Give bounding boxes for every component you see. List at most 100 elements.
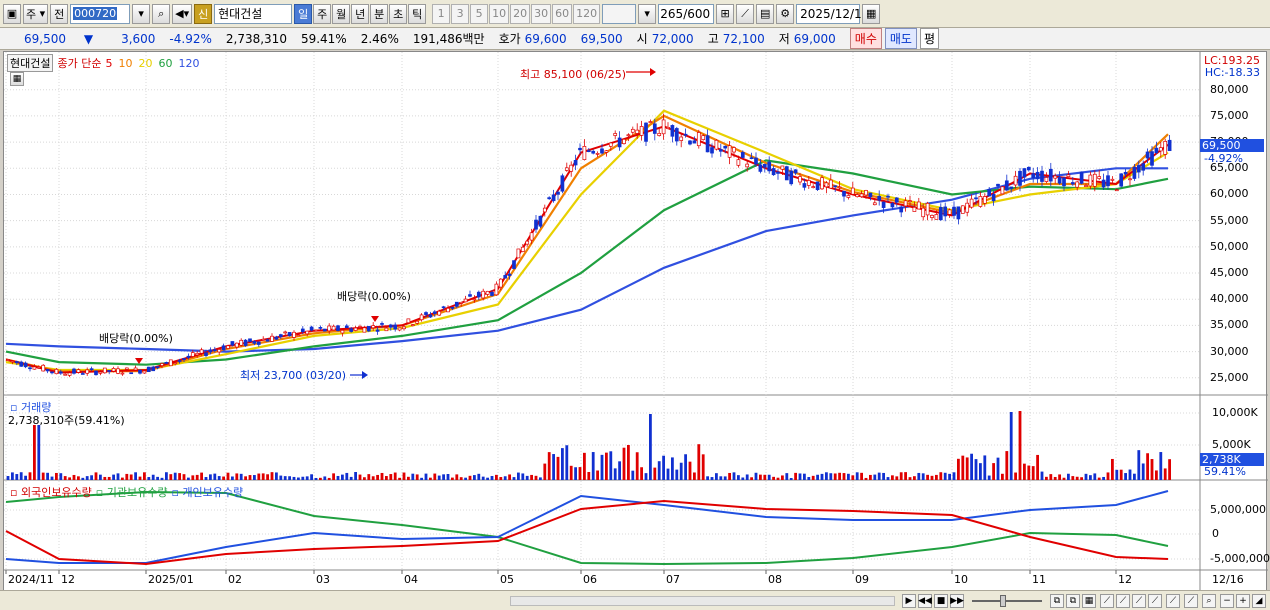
volume-bar: [957, 458, 960, 480]
legend-stock-name[interactable]: 현대건설: [7, 54, 54, 72]
candle-body: [767, 161, 772, 172]
x-axis-label: 09: [855, 573, 869, 586]
volume-bar: [1115, 469, 1119, 480]
period-tab-2[interactable]: 월: [332, 3, 351, 24]
legend-ma-60[interactable]: 60: [158, 56, 173, 70]
volume-bar: [68, 477, 71, 480]
price-tick-label: 55,000: [1210, 213, 1249, 227]
volume-bar: [209, 474, 212, 480]
period-tab-1[interactable]: 주: [313, 3, 332, 24]
fit-icon[interactable]: ◢: [1252, 594, 1266, 608]
save-icon[interactable]: ▤: [756, 3, 775, 24]
zoom-out-icon[interactable]: −: [1220, 594, 1234, 608]
view-icon-3[interactable]: ▦: [1082, 594, 1096, 608]
scroll-track[interactable]: [510, 596, 895, 606]
code-dropdown-icon[interactable]: ▾: [132, 3, 151, 24]
tick-toggle-icon[interactable]: ⊞: [716, 3, 735, 24]
stop-icon[interactable]: ■: [934, 594, 948, 608]
candle-body: [987, 188, 992, 197]
buy-button[interactable]: 매수: [849, 28, 882, 49]
draw-icon-4[interactable]: ⟋: [1148, 594, 1162, 608]
fast-forward-icon[interactable]: ▶▶: [950, 594, 964, 608]
volume-bar: [173, 472, 177, 480]
sell-button[interactable]: 매도: [884, 28, 917, 49]
interval-button-5[interactable]: 5: [470, 3, 489, 24]
interval-custom-input[interactable]: [602, 3, 637, 24]
stock-code-input[interactable]: 000720: [70, 3, 131, 24]
candle-body: [85, 369, 90, 374]
draw-icon-2[interactable]: ⟋: [1116, 594, 1130, 608]
chart-menu-icon[interactable]: ▣: [3, 3, 21, 24]
legend-ma-10[interactable]: 10: [118, 56, 133, 70]
volume-bar: [631, 470, 635, 480]
draw-icon-6[interactable]: ⟋: [1184, 594, 1198, 608]
volume-bar: [490, 476, 494, 480]
view-icon-1[interactable]: ⧉: [1050, 594, 1064, 608]
settings-icon[interactable]: ⚙: [776, 3, 795, 24]
period-tab-5[interactable]: 초: [389, 3, 408, 24]
candle-body: [736, 159, 741, 166]
draw-tool-icon[interactable]: ⟋: [736, 3, 755, 24]
legend-ma-20[interactable]: 20: [138, 56, 153, 70]
draw-icon-3[interactable]: ⟋: [1132, 594, 1146, 608]
draw-icon-1[interactable]: ⟋: [1100, 594, 1114, 608]
volume-bar: [750, 477, 753, 480]
zoom-in-icon[interactable]: +: [1236, 594, 1250, 608]
price-tick-label: 25,000: [1210, 370, 1249, 384]
stock-name-field[interactable]: 현대건설: [214, 3, 293, 24]
interval-button-10[interactable]: 10: [489, 3, 510, 24]
candle-body: [208, 349, 213, 353]
period-tab-6[interactable]: 틱: [408, 3, 427, 24]
candle-body: [481, 290, 486, 299]
chart-canvas[interactable]: [4, 52, 1268, 592]
period-tab-4[interactable]: 분: [370, 3, 389, 24]
interval-button-3[interactable]: 3: [451, 3, 470, 24]
chart-area[interactable]: 현대건설 종가 단순 5 10 20 60 120 ▦ LC:193.25 HC:-18…: [3, 51, 1270, 592]
candle-body: [1163, 140, 1168, 155]
draw-icon-5[interactable]: ⟋: [1166, 594, 1180, 608]
prev-button[interactable]: 전: [50, 3, 69, 24]
volume-bar: [767, 474, 771, 480]
volume-bar: [28, 472, 32, 480]
grid-icon[interactable]: ▦: [10, 72, 24, 86]
volume-bar: [1133, 473, 1136, 480]
view-icon-2[interactable]: ⧉: [1066, 594, 1080, 608]
volume-bar: [697, 444, 701, 480]
candle-body: [371, 325, 376, 329]
calendar-icon[interactable]: ▦: [862, 3, 881, 24]
candle-body: [762, 163, 767, 168]
interval-button-30[interactable]: 30: [531, 3, 552, 24]
candle-body: [956, 206, 961, 220]
date-field[interactable]: 2025/12/16: [796, 3, 869, 24]
sin-button[interactable]: 신: [194, 3, 213, 24]
interval-button-1[interactable]: 1: [432, 3, 451, 24]
candle-body: [969, 198, 974, 208]
candle-body: [410, 324, 415, 326]
candle-body: [1150, 151, 1154, 166]
speaker-icon[interactable]: ◀▾: [172, 3, 193, 24]
zoom-slider-thumb[interactable]: [1000, 595, 1006, 607]
candle-body: [485, 290, 490, 295]
candle-body: [199, 349, 204, 354]
interval-button-120[interactable]: 120: [573, 3, 601, 24]
scroll-right-icon[interactable]: ▶: [902, 594, 916, 608]
candle-body: [1088, 174, 1093, 187]
count-field[interactable]: 265/600: [658, 3, 715, 24]
zoom-slider[interactable]: [972, 600, 1042, 602]
period-tab-0[interactable]: 일: [294, 3, 313, 24]
eval-button[interactable]: 평: [919, 28, 940, 49]
period-tab-3[interactable]: 년: [351, 3, 370, 24]
interval-button-60[interactable]: 60: [552, 3, 573, 24]
interval-button-20[interactable]: 20: [510, 3, 531, 24]
zoom-search-icon[interactable]: ⌕: [1202, 594, 1216, 608]
legend-ma-5[interactable]: 5: [105, 56, 113, 70]
volume-bar: [838, 472, 841, 480]
interval-dropdown-icon[interactable]: ▾: [638, 3, 657, 24]
candle-body: [714, 139, 719, 150]
rewind-icon[interactable]: ◀◀: [918, 594, 932, 608]
period-main-select[interactable]: 주 ▾: [23, 3, 49, 24]
legend-ma-120[interactable]: 120: [178, 56, 200, 70]
search-icon[interactable]: ⌕: [152, 3, 171, 24]
legend-close-label: 종가 단순: [57, 57, 102, 70]
volume-tick-label: 10,000K: [1212, 406, 1258, 419]
